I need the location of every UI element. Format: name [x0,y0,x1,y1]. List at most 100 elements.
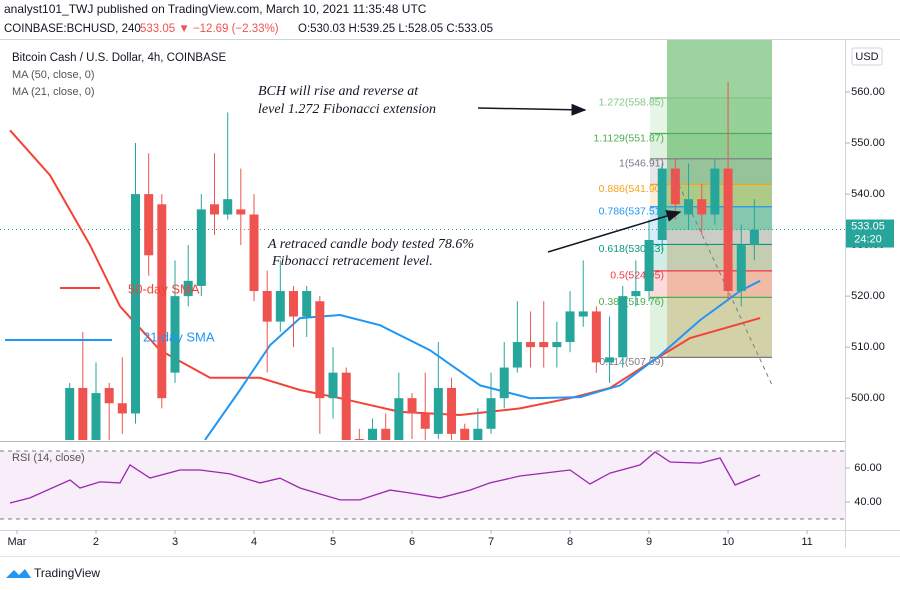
candle-body [117,403,127,414]
candle-body [144,194,154,256]
candle-body [91,393,101,440]
candle-body [657,168,667,240]
candle-body [183,280,193,297]
line [9,451,761,504]
candle-body [131,194,141,414]
ohlc: O:530.03 H:539.25 L:528.05 C:533.05 [298,23,493,35]
candle-body [447,387,457,434]
annotation: Fibonacci retracement level. [271,254,433,269]
candle-body [473,428,483,440]
rsi-line-group [9,451,761,504]
candle-body [552,342,562,348]
candle-body [341,372,351,440]
fib-label: 1.272(558.85) [599,97,664,109]
candle-body [223,199,233,215]
candle-body [736,245,746,292]
countdown: 24:20 [854,233,882,245]
candle-body [591,311,601,363]
candle-body [749,229,759,246]
candle-body [710,168,720,215]
x-tick-label: Mar [8,536,27,548]
fib-label: 0.786(537.51) [599,206,664,218]
candle-body [618,296,628,358]
candle-body [394,398,404,440]
x-tick-label: 6 [409,536,415,548]
symbol: COINBASE:BCHUSD, 240 [4,23,141,35]
arrow [547,210,682,253]
published: analyst101_TWJ published on TradingView.… [4,2,427,16]
candle-body [499,367,509,399]
fib-label: 1.1129(551.87) [594,132,664,144]
candle-body [670,168,680,205]
last-price-tag [846,219,894,248]
x-tick-label: 3 [172,536,178,548]
legend-entry: MA (50, close, 0) [12,69,95,81]
annotation: BCH will rise and reverse at [258,84,419,99]
candle-body [578,311,588,317]
y-tick-label: 540.00 [851,188,885,200]
candle-body [723,168,733,292]
candle-body [157,204,167,399]
candle-body [420,413,430,429]
x-tick-label: 2 [93,536,99,548]
candle-body [684,199,694,215]
fib-label: 1(546.91) [619,158,664,170]
candle-body [407,398,417,414]
rsi-pane [0,450,845,520]
candle-body [433,387,443,434]
fib-label: 0.382(519.76) [599,296,664,308]
candle-body [249,214,259,292]
y-tick-label: 560.00 [851,86,885,98]
candle-body [486,398,496,429]
change: 533.05 ▼ −12.69 (−2.33%) [140,23,279,35]
arrow [477,103,587,116]
rsi-legend: RSI (14, close) [12,452,85,464]
x-tick-label: 7 [488,536,494,548]
y-tick-label: 500.00 [851,392,885,404]
candle-body [354,438,364,440]
candle-body [565,311,575,343]
sma21-label: 21-day SMA [143,329,215,344]
candle-body [315,301,325,399]
candle-body [605,357,615,363]
candle-body [697,199,707,215]
fib-label: 0.5(524.95) [610,270,664,282]
candle-body [65,387,75,440]
fib-label: 0.618(530.13) [599,243,664,255]
annotation: level 1.272 Fibonacci extension [258,102,436,117]
candle-body [302,291,312,317]
rsi-tick-label: 60.00 [854,462,882,474]
brand: TradingView [34,566,100,580]
price-pane [0,81,845,440]
x-tick-label: 8 [567,536,573,548]
candle-body [289,291,299,317]
candle-body [328,372,338,399]
candle-body [460,428,470,440]
legend-entry: MA (21, close, 0) [12,86,95,98]
candle-body [512,342,522,368]
profit-zone [667,40,772,230]
candle-body [644,240,654,292]
candle-body [262,291,272,322]
currency-box [851,47,883,66]
x-tick-label: 4 [251,536,257,548]
y-tick-label: 510.00 [851,341,885,353]
sma50-label: 50-day SMA [128,281,200,296]
candle-body [236,209,246,215]
x-tick-label: 5 [330,536,336,548]
candle-body [631,291,641,297]
line [204,279,761,440]
x-tick-label: 11 [801,536,812,548]
line [9,129,761,417]
candle-body [539,342,549,348]
last-price-label: 533.05 [851,220,885,232]
rsi-band-fill [0,450,845,519]
fib-band [650,244,772,271]
x-tick-label: 10 [722,536,734,548]
candle-body [104,387,114,404]
currency: USD [855,51,878,63]
legend-title: Bitcoin Cash / U.S. Dollar, 4h, COINBASE [12,52,226,64]
candle-body [275,291,285,322]
rsi-tick-label: 40.00 [854,496,882,508]
